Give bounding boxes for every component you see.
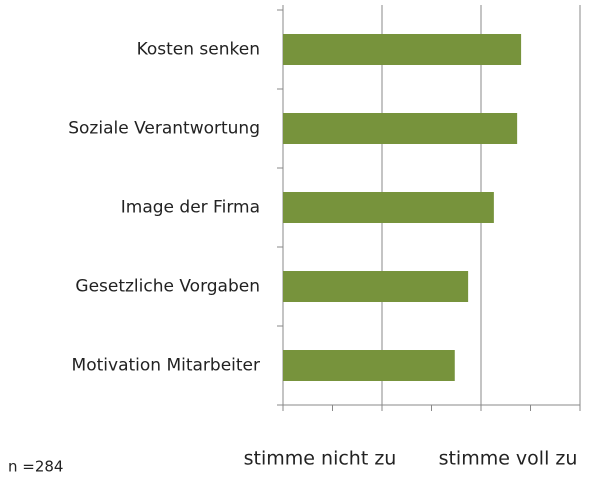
x-axis-label: stimme voll zu: [439, 448, 578, 470]
y-tick-label: Soziale Verantwortung: [68, 119, 260, 139]
bar: [283, 192, 494, 223]
bar: [283, 271, 469, 302]
bar: [283, 34, 522, 65]
y-tick-label: Gesetzliche Vorgaben: [75, 277, 260, 297]
bar: [283, 350, 455, 381]
y-tick-label: Kosten senken: [137, 40, 260, 60]
bar: [283, 113, 518, 144]
y-tick-label: Image der Firma: [121, 198, 260, 218]
annotation: n =284: [8, 458, 63, 476]
x-axis-label: stimme nicht zu: [244, 448, 397, 470]
y-tick-label: Motivation Mitarbeiter: [72, 356, 260, 376]
